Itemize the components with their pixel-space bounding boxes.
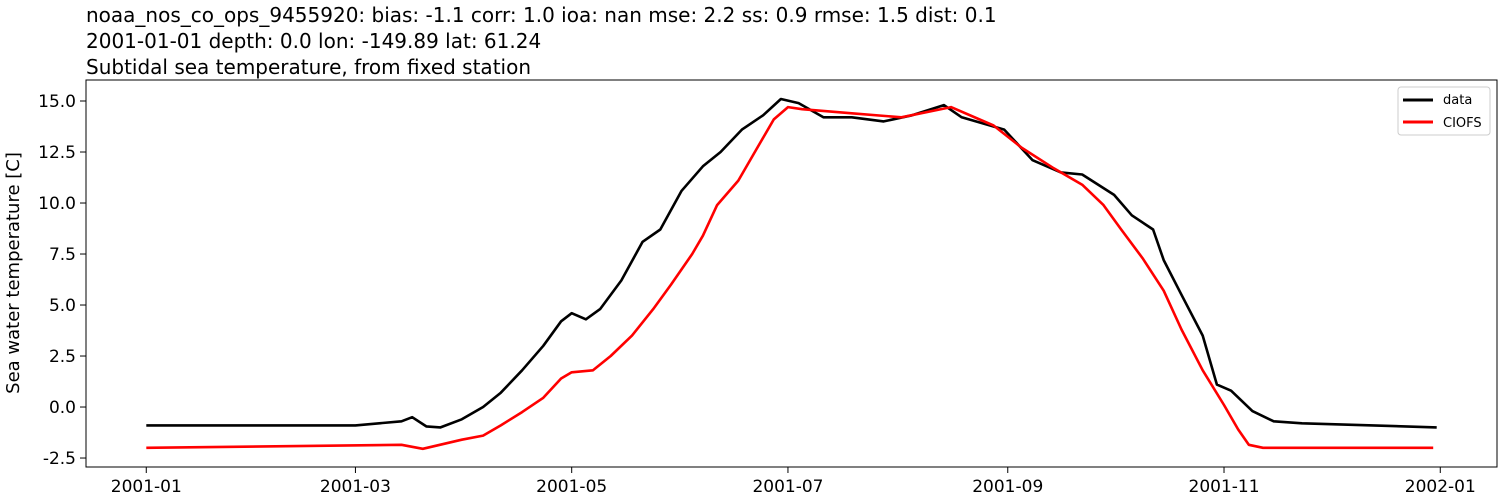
y-tick-label: -2.5 (43, 449, 76, 469)
legend-label-ciofs: CIOFS (1443, 116, 1482, 131)
chart-title-line-1: noaa_nos_co_ops_9455920: bias: -1.1 corr… (86, 3, 997, 27)
x-tick-label: 2001-01 (111, 477, 182, 497)
legend-label-data: data (1443, 93, 1472, 108)
legend: data CIOFS (1397, 86, 1491, 136)
series-line-ciofs (146, 105, 1434, 451)
x-tick-label: 2001-11 (1189, 477, 1260, 497)
x-tick-label: 2001-09 (972, 477, 1043, 497)
chart-title-line-3: Subtidal sea temperature, from fixed sta… (86, 55, 531, 79)
y-tick-label: 2.5 (49, 347, 76, 367)
x-tick-label: 2001-03 (320, 477, 391, 497)
y-axis-label: Sea water temperature [C] (3, 152, 24, 394)
y-tick-label: 15.0 (38, 92, 76, 112)
plot-area (85, 79, 1498, 468)
y-tick-label: 12.5 (38, 143, 76, 163)
series-line-data (146, 97, 1437, 429)
chart-title-line-2: 2001-01-01 depth: 0.0 lon: -149.89 lat: … (86, 29, 541, 53)
y-tick-label: 5.0 (49, 296, 76, 316)
x-tick-label: 2001-05 (536, 477, 607, 497)
y-tick-label: 7.5 (49, 245, 76, 265)
y-tick-label: 0.0 (49, 398, 76, 418)
y-tick-label: 10.0 (38, 194, 76, 214)
x-tick-label: 2001-07 (752, 477, 823, 497)
x-tick-label: 2002-01 (1405, 477, 1476, 497)
